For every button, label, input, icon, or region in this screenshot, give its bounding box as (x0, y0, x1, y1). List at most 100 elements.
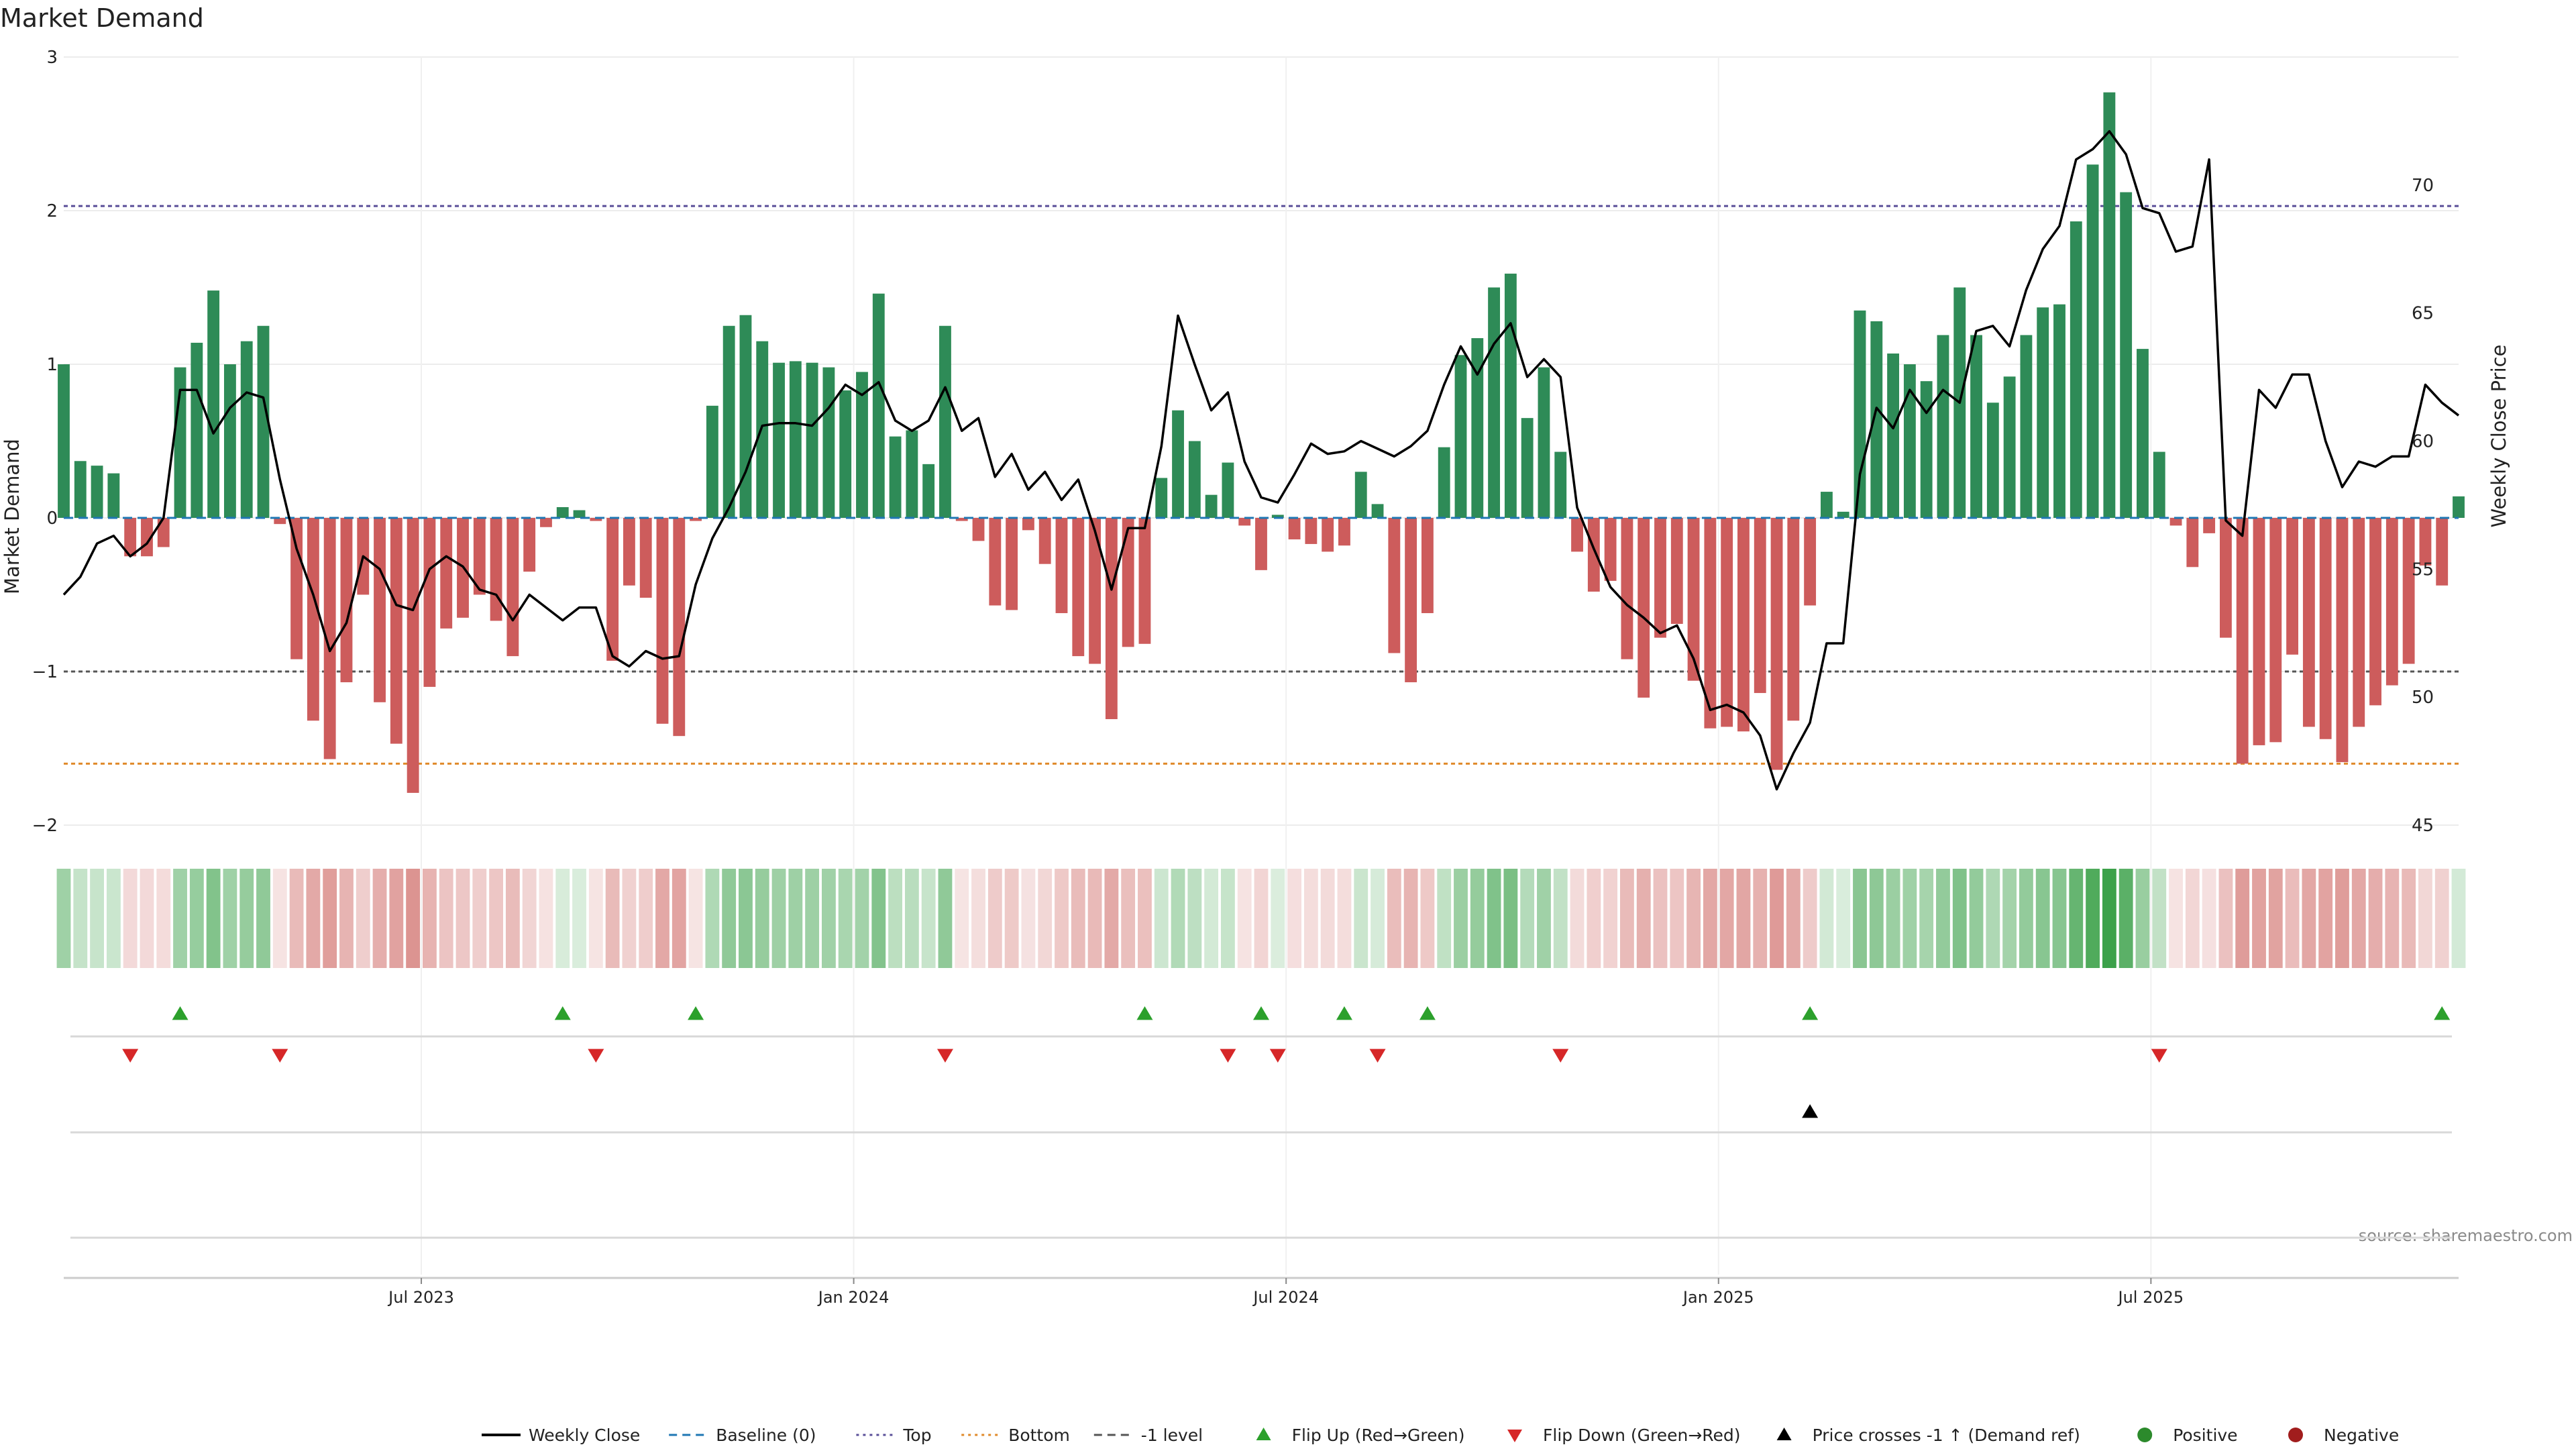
demand-bar (1687, 518, 1700, 681)
ribbon-cell (1620, 869, 1634, 968)
ribbon-cell (1171, 869, 1185, 968)
chart-title: Market Demand (0, 3, 204, 33)
demand-bar (1288, 518, 1301, 540)
legend-item: Flip Up (Red→Green) (1256, 1426, 1464, 1445)
demand-bar (922, 464, 935, 518)
demand-bar (872, 293, 885, 518)
price-cross-marker (1802, 1104, 1819, 1118)
flip-up-marker (1136, 1006, 1153, 1020)
demand-bar (1022, 518, 1034, 531)
demand-bar (773, 362, 785, 518)
ribbon-cell (2368, 869, 2383, 968)
ribbon-cell (1853, 869, 1867, 968)
demand-bar (590, 518, 602, 521)
demand-bar (756, 341, 769, 518)
demand-bar (2436, 518, 2449, 586)
flip-down-marker (1220, 1049, 1236, 1063)
demand-bar (1405, 518, 1417, 683)
demand-bar (1305, 518, 1318, 544)
ribbon-cell (555, 869, 570, 968)
ribbon-cell (1703, 869, 1717, 968)
y-tick-label: −1 (32, 662, 58, 682)
ribbon-cell (688, 869, 703, 968)
demand-bar (2336, 518, 2349, 763)
ribbon-cell (1487, 869, 1501, 968)
demand-bar (124, 518, 137, 557)
demand-bar (1903, 364, 1916, 518)
demand-bar (1521, 418, 1534, 518)
ribbon-cell (1071, 869, 1085, 968)
demand-bar (1670, 518, 1683, 625)
flip-down-marker (936, 1049, 953, 1063)
ribbon-cell (1570, 869, 1585, 968)
ribbon-cell (822, 869, 836, 968)
ribbon-cell (971, 869, 985, 968)
y-tick-label: 1 (46, 355, 58, 375)
ribbon-cell (1770, 869, 1784, 968)
demand-bar (972, 518, 985, 541)
ribbon-cell (173, 869, 187, 968)
demand-bar (739, 315, 752, 518)
demand-bar (2302, 518, 2315, 727)
legend-item: Weekly Close (482, 1426, 640, 1445)
flip-up-marker (172, 1006, 189, 1020)
demand-bar (1654, 518, 1666, 638)
demand-bar (2319, 518, 2332, 739)
ribbon-cell (2451, 869, 2466, 968)
demand-bar (2053, 304, 2065, 518)
ribbon-cell (588, 869, 603, 968)
weekly-close-line (62, 129, 2460, 791)
ribbon-cell (1819, 869, 1834, 968)
demand-bar (1787, 518, 1800, 721)
legend-label: -1 level (1141, 1426, 1203, 1445)
ribbon-cell (1803, 869, 1817, 968)
ribbon-cell (605, 869, 620, 968)
y-tick-label: 3 (46, 48, 58, 68)
ribbon-cell (1886, 869, 1900, 968)
ribbon-cell (771, 869, 786, 968)
ribbon-cell (1919, 869, 1934, 968)
legend-label: Top (902, 1426, 931, 1445)
ribbon-cell (156, 869, 171, 968)
ribbon-cell (622, 869, 637, 968)
demand-bar (556, 506, 569, 518)
demand-bar (1155, 478, 1168, 518)
demand-bar (1471, 338, 1484, 518)
demand-bar (2236, 518, 2249, 764)
demand-bar (1205, 494, 1218, 518)
demand-bar (2402, 518, 2415, 664)
demand-bar (540, 518, 552, 527)
ribbon-cell (455, 869, 470, 968)
ribbon-cell (1603, 869, 1618, 968)
y2-tick-label: 65 (2412, 304, 2434, 324)
flip-down-marker (1552, 1049, 1569, 1063)
legend-item: Positive (2137, 1426, 2238, 1445)
ribbon-cell (1753, 869, 1768, 968)
ribbon-cell (1254, 869, 1269, 968)
y-tick-label: 2 (46, 201, 58, 221)
demand-bar (1038, 518, 1051, 564)
demand-bar (1970, 335, 1982, 518)
demand-bar (1006, 518, 1018, 610)
demand-bar (257, 325, 270, 518)
legend-item: Negative (2288, 1426, 2399, 1445)
demand-bar (1870, 321, 1883, 518)
ribbon-cell (223, 869, 237, 968)
ribbon-cell (356, 869, 370, 968)
ribbon-cell (206, 869, 221, 968)
ribbon-cell (1403, 869, 1418, 968)
demand-bar (1571, 518, 1583, 552)
x-tick-label: Jan 2025 (1682, 1288, 1754, 1307)
ribbon-cell (2118, 869, 2133, 968)
ribbon-cell (705, 869, 720, 968)
ribbon-cell (323, 869, 337, 968)
legend-label: Bottom (1008, 1426, 1070, 1445)
ribbon-cell (1686, 869, 1701, 968)
demand-bar (706, 405, 718, 518)
demand-bar (2453, 496, 2465, 518)
y2-tick-label: 45 (2412, 816, 2434, 836)
flip-up-marker (2434, 1006, 2451, 1020)
ribbon-cell (1138, 869, 1152, 968)
ribbon-cell (1221, 869, 1235, 968)
demand-bar (2037, 307, 2049, 518)
